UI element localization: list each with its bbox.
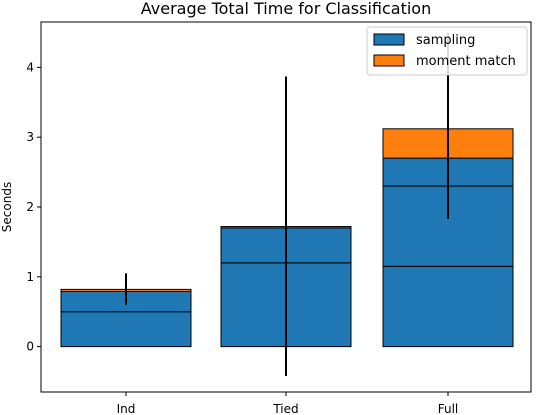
y-axis-label: Seconds <box>0 182 14 232</box>
legend: sampling moment match <box>366 26 528 76</box>
bar-sampling-segment <box>382 265 514 348</box>
y-tick-label: 0 <box>26 340 34 354</box>
legend-swatch <box>373 54 405 67</box>
x-tick-label: Tied <box>272 402 298 415</box>
y-tick-label: 4 <box>26 60 34 74</box>
legend-label: moment match <box>416 54 516 69</box>
y-tick-label: 1 <box>26 270 34 284</box>
chart-title: Average Total Time for Classification <box>141 0 431 18</box>
x-axis: Ind Tied Full <box>117 392 459 415</box>
x-tick-label: Ind <box>117 402 136 415</box>
legend-label: sampling <box>416 33 475 48</box>
y-tick-label: 2 <box>26 200 34 214</box>
x-tick-label: Full <box>438 402 459 415</box>
y-tick-label: 3 <box>26 130 34 144</box>
bar-sampling-segment <box>60 311 192 348</box>
legend-box <box>366 26 528 76</box>
legend-swatch <box>373 33 405 46</box>
y-axis: 0 1 2 3 4 <box>26 60 41 354</box>
